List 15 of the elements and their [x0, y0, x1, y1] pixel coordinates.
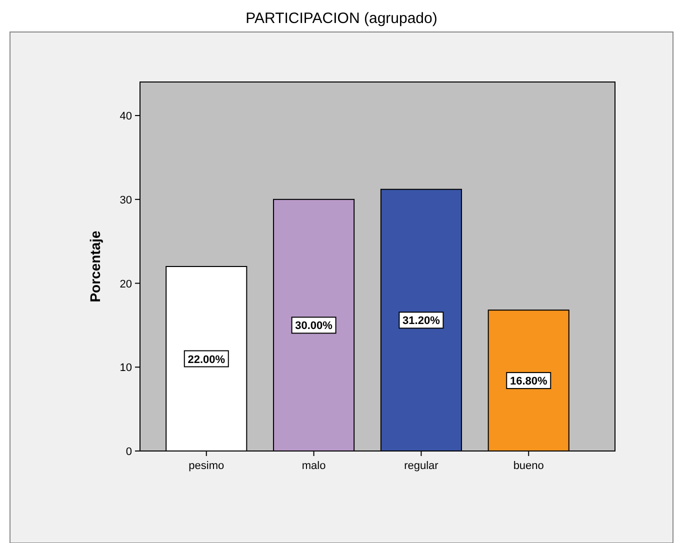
data-label: 30.00%: [295, 320, 333, 332]
y-tick-label: 30: [120, 194, 132, 206]
x-tick-label: regular: [404, 460, 439, 472]
x-tick-label: pesimo: [188, 460, 224, 472]
y-tick-label: 40: [120, 110, 132, 123]
data-label: 22.00%: [188, 354, 226, 366]
data-label: 31.20%: [402, 315, 440, 328]
data-label: 16.80%: [510, 376, 548, 388]
y-tick-label: 0: [126, 446, 132, 458]
y-axis-title: Porcentaje: [87, 230, 103, 302]
y-tick-label: 10: [120, 362, 132, 374]
x-tick-label: malo: [302, 460, 326, 472]
y-tick-label: 20: [120, 278, 132, 290]
chart-title: PARTICIPACION (agrupado): [246, 10, 438, 27]
x-tick-label: bueno: [513, 460, 544, 472]
